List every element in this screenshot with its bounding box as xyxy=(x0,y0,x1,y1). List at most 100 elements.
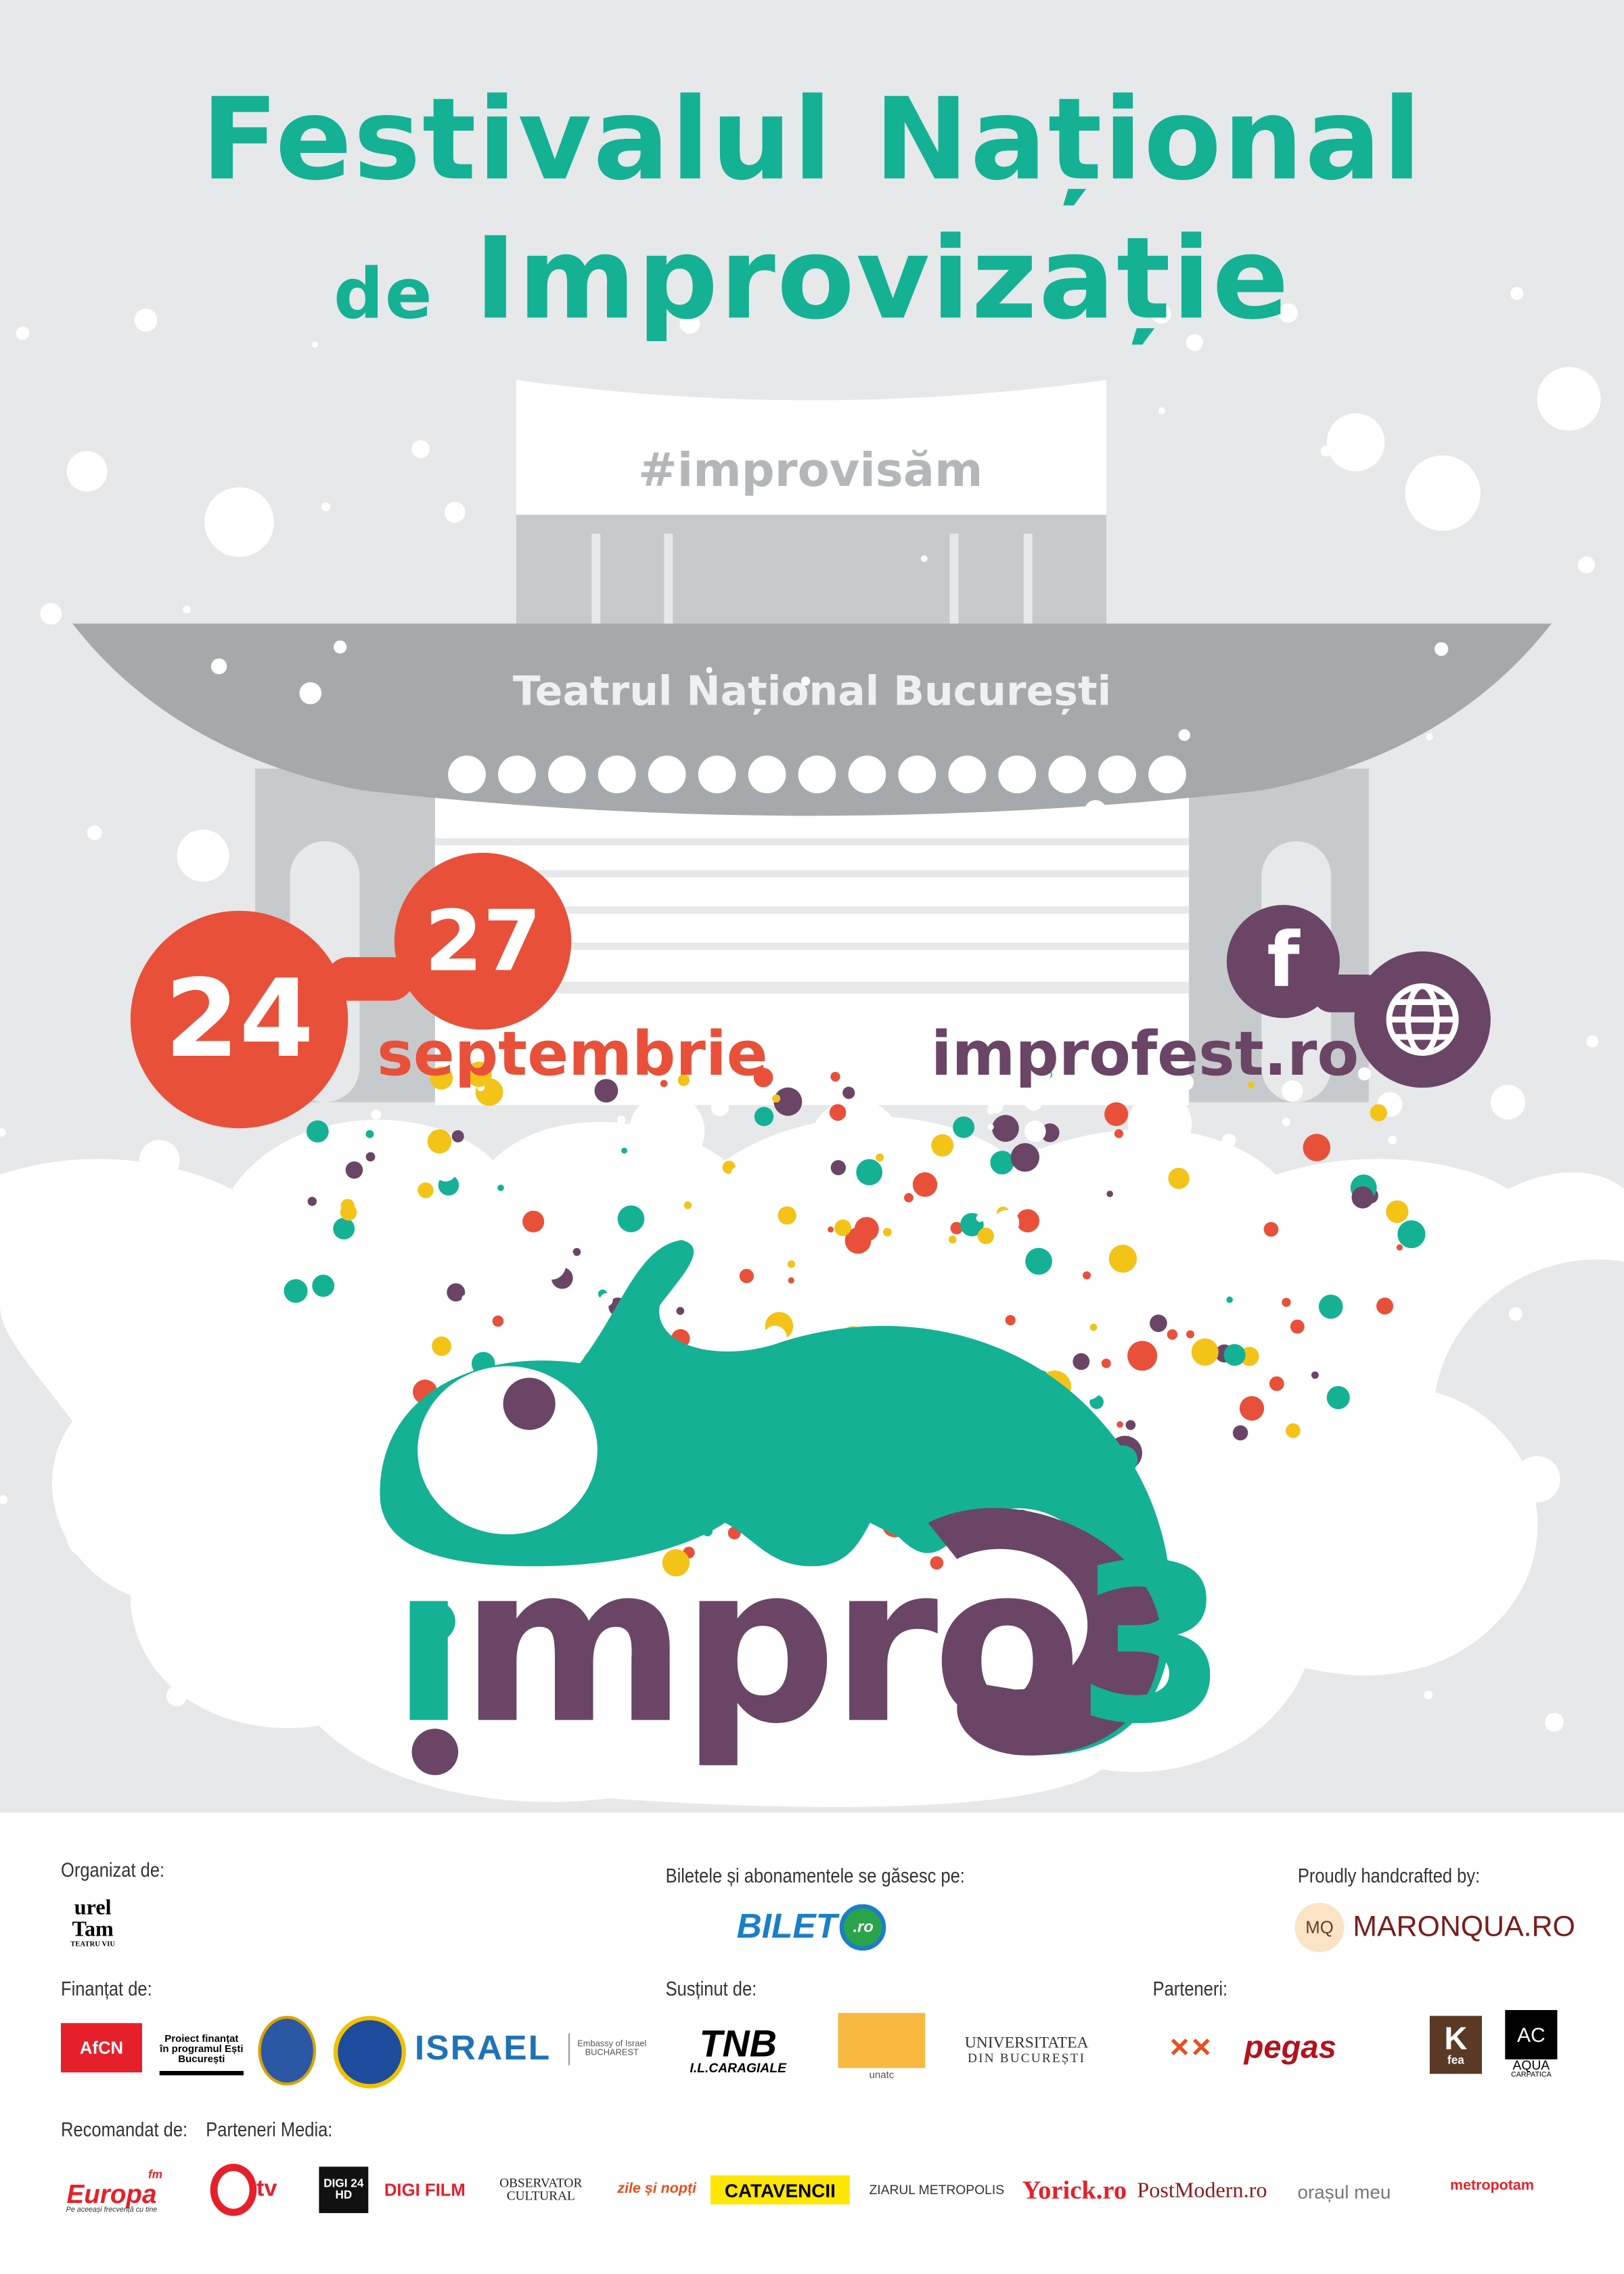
maronqua-logo[interactable]: MQ MARONQUA.RO xyxy=(1294,1902,1575,1953)
confetti-dot xyxy=(1222,1133,1236,1148)
confetti-dot xyxy=(418,1138,431,1152)
confetti-dot xyxy=(333,1218,355,1240)
confetti-dot xyxy=(432,1205,456,1230)
logo-caption: TEATRU VIU xyxy=(70,1941,116,1948)
ziarul-metropolis-logo[interactable]: ZIARUL METROPOLIS xyxy=(869,2181,1005,2197)
israel-logo[interactable]: ISRAEL xyxy=(414,2028,551,2068)
confetti-dot xyxy=(1313,1352,1323,1362)
logo-text: TNB xyxy=(699,2021,777,2065)
confetti-dot xyxy=(373,1401,382,1410)
confetti-dot xyxy=(912,1172,938,1197)
bubble xyxy=(889,1634,909,1653)
confetti-dot xyxy=(950,1222,963,1234)
recommended-label: Recomandat de: xyxy=(61,2117,188,2141)
logo-fm: fm xyxy=(148,2167,162,2181)
confetti-dot xyxy=(306,1120,329,1143)
confetti-dot xyxy=(803,1154,815,1166)
confetti-dot xyxy=(1083,1271,1091,1280)
confetti-dot xyxy=(910,1075,924,1089)
confetti-dot xyxy=(1016,1209,1040,1232)
bilet-ro-logo[interactable]: BILET .ro xyxy=(737,1902,886,1952)
confetti-dot xyxy=(1386,1200,1409,1223)
orasul-meu-logo[interactable]: orașul meu xyxy=(1297,2180,1391,2202)
bucharest-city-hall-crest[interactable] xyxy=(258,2015,317,2086)
confetti-dot xyxy=(1215,1432,1240,1456)
confetti-dot xyxy=(434,1159,457,1182)
bubble xyxy=(139,1140,180,1181)
bubble xyxy=(40,602,62,625)
canopy-scallop xyxy=(648,755,686,794)
unatc-logo[interactable]: unatc xyxy=(838,2013,926,2082)
yorick-logo[interactable]: Yorick.ro xyxy=(1022,2175,1127,2205)
utv-logo[interactable]: tv xyxy=(200,2161,288,2219)
observator-cultural-logo[interactable]: OBSERVATOR CULTURAL xyxy=(499,2175,583,2203)
zile-nopti-logo[interactable]: zile și nopți xyxy=(617,2181,697,2198)
university-bucharest-logo[interactable]: UNIVERSITATEA DIN BUCUREȘTI xyxy=(951,2030,1102,2071)
funded-label: Finanțat de: xyxy=(61,1976,152,2000)
postmodern-logo[interactable]: PostModern.ro xyxy=(1137,2179,1267,2202)
bubble xyxy=(429,1710,447,1728)
canopy-scallop xyxy=(748,755,786,794)
confetti-dot xyxy=(976,1214,985,1222)
title-prefix: de xyxy=(334,254,434,335)
canopy-scallop xyxy=(448,755,486,794)
pegas-logo[interactable]: pegas xyxy=(1244,2028,1336,2066)
bubble xyxy=(1050,1253,1096,1299)
bubble xyxy=(1483,1294,1489,1301)
confetti-dot xyxy=(1202,1295,1221,1314)
confetti-dot xyxy=(1150,1314,1167,1333)
bubble xyxy=(1128,1092,1192,1156)
bubble xyxy=(1508,1307,1522,1321)
bubble xyxy=(474,1207,491,1225)
esti-bucuresti-logo[interactable]: Proiect finanțat în programul Ești Bucur… xyxy=(159,2028,244,2076)
confetti-dot xyxy=(1239,1396,1265,1421)
confetti-dot xyxy=(915,1283,924,1292)
confetti-dot xyxy=(427,1129,452,1154)
aqua-carpatica-logo[interactable]: AC AQUA CARPATICA xyxy=(1505,2010,1558,2085)
us-embassy-seal[interactable] xyxy=(333,2015,406,2089)
confetti-dot xyxy=(1297,1283,1305,1292)
confetti-dot xyxy=(284,1278,308,1303)
confetti-dot xyxy=(1370,1104,1387,1121)
bubble xyxy=(177,829,229,882)
israel-embassy-logo[interactable]: Embassy of Israel BUCHAREST xyxy=(568,2033,654,2066)
chameleon-spot xyxy=(930,1556,944,1570)
facebook-icon[interactable]: f xyxy=(1226,905,1340,1019)
bubble xyxy=(1537,367,1601,431)
title-main: Improvizație xyxy=(474,215,1290,345)
confetti-dot xyxy=(1191,1338,1219,1366)
unteatru-logo[interactable]: urel Tam TEATRU VIU xyxy=(64,1892,122,1953)
europa-fm-logo[interactable]: fm Europa Pe aceeași frecvență cu tine xyxy=(61,2166,162,2216)
confetti-dot xyxy=(904,1192,914,1203)
digi-film-logo[interactable]: DIGI FILM xyxy=(384,2179,466,2200)
digi24-logo[interactable]: DIGI 24 HD xyxy=(319,2166,369,2213)
catavencii-logo[interactable]: CATAVENCII xyxy=(710,2175,850,2205)
confetti-dot xyxy=(1040,1172,1065,1197)
canopy-scallop xyxy=(848,755,886,794)
logo-text: Europa xyxy=(66,2179,157,2208)
confetti-dot xyxy=(856,1159,883,1186)
metropotam-logo[interactable]: metropotam xyxy=(1450,2178,1534,2195)
confetti-dot xyxy=(292,1190,315,1213)
website-link[interactable]: improfest.ro xyxy=(930,1018,1359,1090)
confetti-dot xyxy=(617,1205,645,1232)
partner-figures-logo[interactable]: ✕✕ xyxy=(1168,2033,1213,2063)
bubble xyxy=(1084,800,1107,823)
bubble xyxy=(311,341,318,348)
confetti-dot xyxy=(537,1251,566,1280)
bubble xyxy=(204,487,274,557)
confetti-dot xyxy=(1033,1065,1051,1083)
confetti-dot xyxy=(730,1165,750,1186)
confetti-dot xyxy=(1168,1167,1190,1189)
afcn-logo[interactable]: AfCN xyxy=(61,2023,142,2073)
tnb-logo[interactable]: TNB I.L.CARAGIALE xyxy=(666,2016,811,2083)
confetti-dot xyxy=(842,1110,870,1137)
confetti-dot xyxy=(1357,1067,1372,1081)
confetti-dot xyxy=(357,1201,368,1213)
confetti-dot xyxy=(447,1283,466,1302)
bubble xyxy=(334,640,347,654)
chameleon-spot xyxy=(1125,1420,1136,1430)
globe-icon[interactable] xyxy=(1354,951,1491,1088)
